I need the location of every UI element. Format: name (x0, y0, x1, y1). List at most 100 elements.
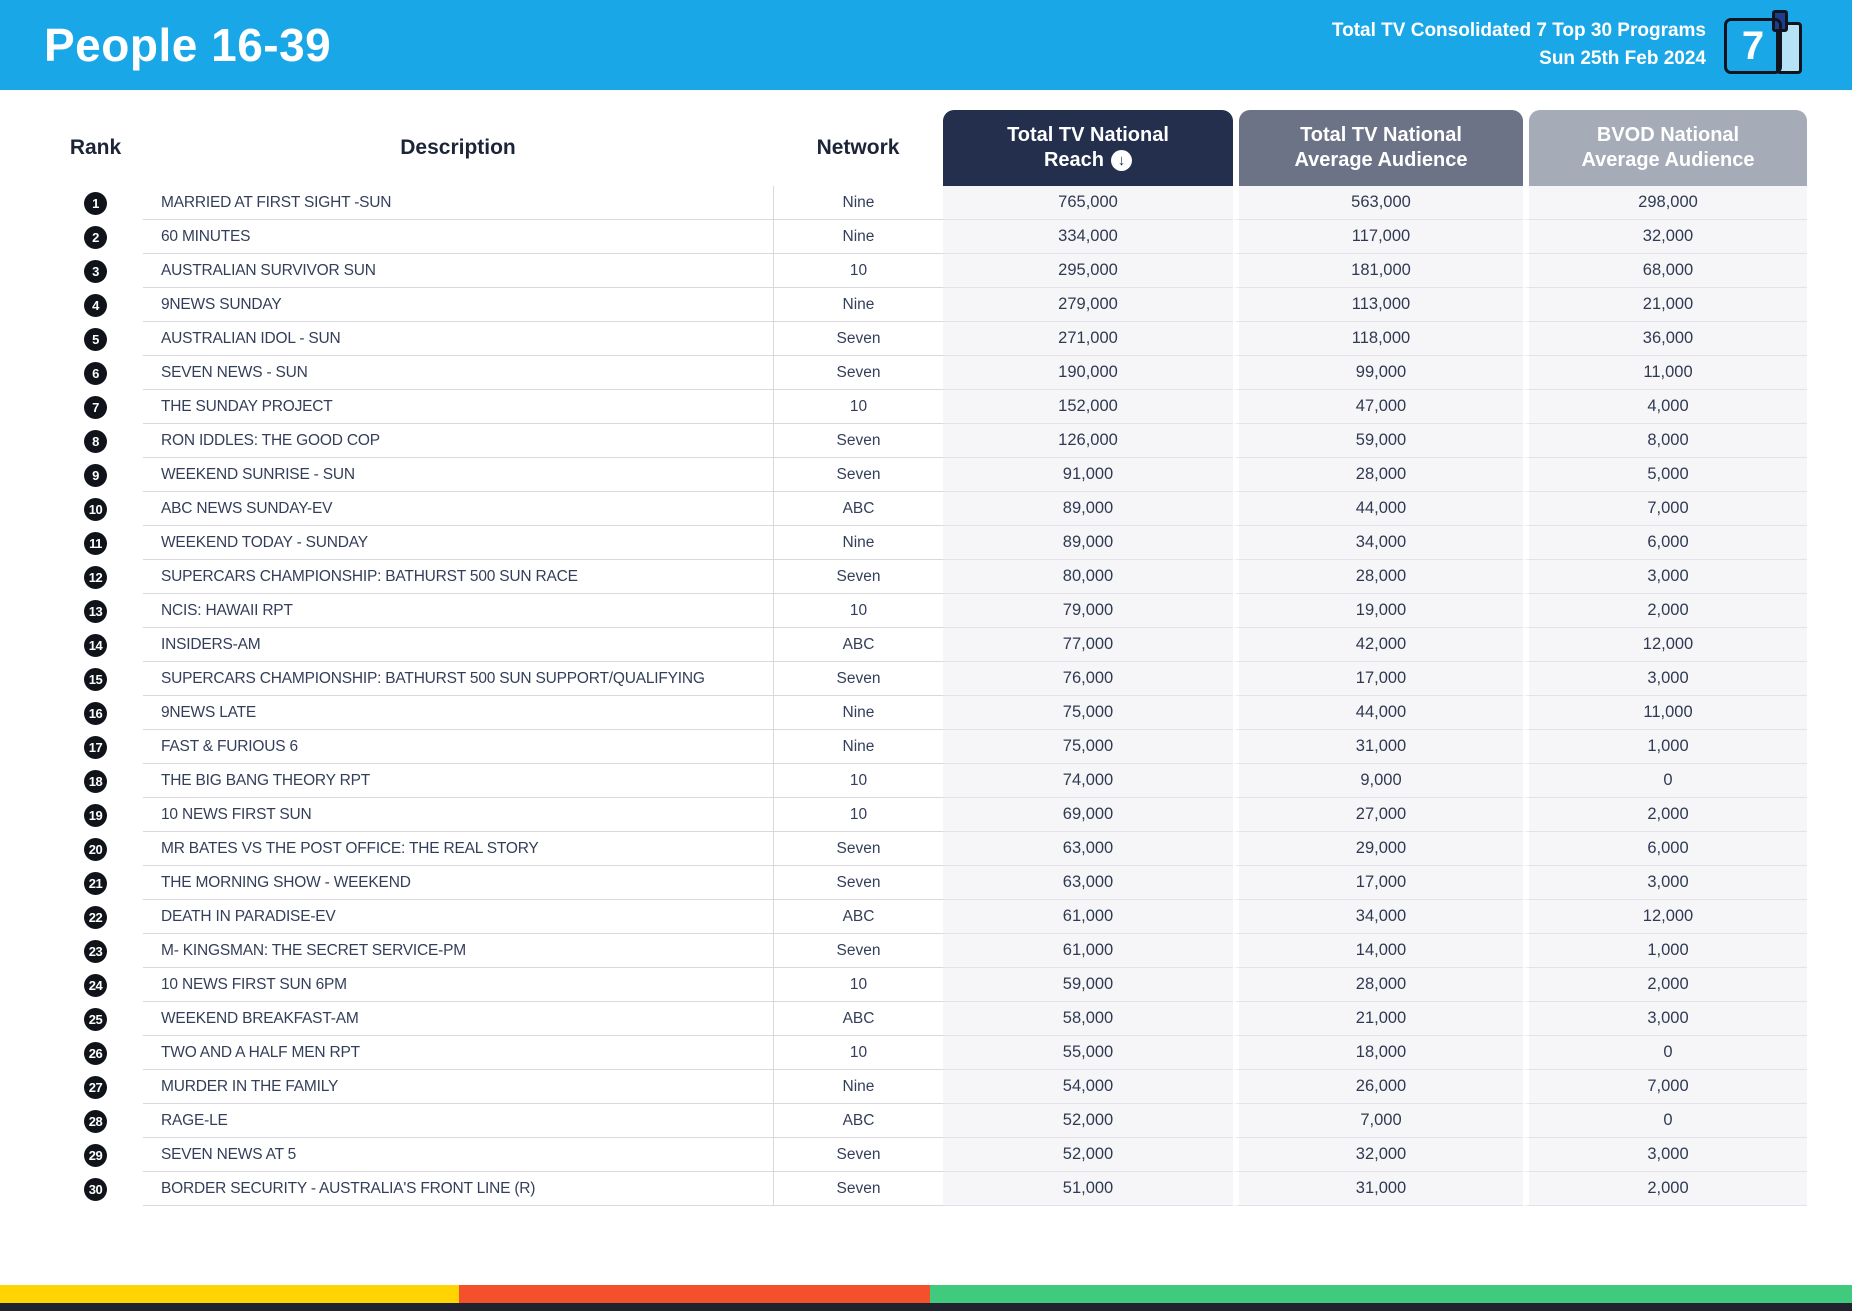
description-cell: SUPERCARS CHAMPIONSHIP: BATHURST 500 SUN… (143, 560, 773, 594)
network-cell: 10 (773, 968, 943, 1002)
network-cell: Seven (773, 458, 943, 492)
avg-audience-value-cell: 17,000 (1233, 866, 1523, 900)
avg-audience-value-cell: 14,000 (1233, 934, 1523, 968)
table-row: 4 9NEWS SUNDAY Nine 279,000 113,000 21,0… (48, 288, 1807, 322)
description-text: MURDER IN THE FAMILY (161, 1078, 339, 1095)
description-text: 9NEWS LATE (161, 704, 257, 721)
rank-cell: 17 (48, 730, 143, 764)
avg-audience-value-cell: 31,000 (1233, 1172, 1523, 1206)
network-cell: Nine (773, 220, 943, 254)
avg-audience-value-cell: 59,000 (1233, 424, 1523, 458)
reach-value-cell: 69,000 (943, 798, 1233, 832)
description-cell: ABC NEWS SUNDAY-EV (143, 492, 773, 526)
table-row: 3 AUSTRALIAN SURVIVOR SUN 10 295,000 181… (48, 254, 1807, 288)
description-text: 10 NEWS FIRST SUN (161, 806, 312, 823)
description-cell: 9NEWS SUNDAY (143, 288, 773, 322)
avg-audience-value-cell: 19,000 (1233, 594, 1523, 628)
reach-value-cell: 76,000 (943, 662, 1233, 696)
avg-audience-column-header[interactable]: Total TV National Average Audience (1239, 110, 1523, 186)
description-cell: FAST & FURIOUS 6 (143, 730, 773, 764)
rank-badge: 28 (84, 1109, 107, 1133)
rank-cell: 15 (48, 662, 143, 696)
description-cell: SUPERCARS CHAMPIONSHIP: BATHURST 500 SUN… (143, 662, 773, 696)
rank-cell: 30 (48, 1172, 143, 1206)
reach-value-cell: 334,000 (943, 220, 1233, 254)
description-cell: AUSTRALIAN IDOL - SUN (143, 322, 773, 356)
description-cell: THE SUNDAY PROJECT (143, 390, 773, 424)
rank-badge: 8 (84, 429, 107, 453)
rank-cell: 1 (48, 186, 143, 220)
reach-value-cell: 271,000 (943, 322, 1233, 356)
description-text: DEATH IN PARADISE-EV (161, 908, 336, 925)
rank-cell: 28 (48, 1104, 143, 1138)
description-text: TWO AND A HALF MEN RPT (161, 1044, 360, 1061)
description-cell: 10 NEWS FIRST SUN (143, 798, 773, 832)
description-text: M- KINGSMAN: THE SECRET SERVICE-PM (161, 942, 466, 959)
network-cell: Nine (773, 288, 943, 322)
description-text: WEEKEND SUNRISE - SUN (161, 466, 355, 483)
rank-badge: 2 (84, 225, 107, 249)
footer-spacer (0, 1206, 1852, 1285)
rank-cell: 25 (48, 1002, 143, 1036)
network-cell: Nine (773, 1070, 943, 1104)
network-cell: 10 (773, 1036, 943, 1070)
sort-descending-icon[interactable]: ↓ (1111, 150, 1133, 172)
bvod-value-cell: 6,000 (1523, 526, 1807, 560)
rank-badge: 22 (84, 905, 107, 929)
table-row: 21 THE MORNING SHOW - WEEKEND Seven 63,0… (48, 866, 1807, 900)
avg-audience-value-cell: 17,000 (1233, 662, 1523, 696)
reach-value-cell: 75,000 (943, 696, 1233, 730)
table-row: 15 SUPERCARS CHAMPIONSHIP: BATHURST 500 … (48, 662, 1807, 696)
avg-audience-value-cell: 99,000 (1233, 356, 1523, 390)
rank-cell: 23 (48, 934, 143, 968)
avg-audience-value-cell: 118,000 (1233, 322, 1523, 356)
rank-badge: 23 (84, 939, 107, 963)
bvod-value-cell: 6,000 (1523, 832, 1807, 866)
rank-cell: 8 (48, 424, 143, 458)
ratings-table: Rank Description Network Total TV Nation… (0, 90, 1852, 1206)
rank-cell: 26 (48, 1036, 143, 1070)
table-row: 25 WEEKEND BREAKFAST-AM ABC 58,000 21,00… (48, 1002, 1807, 1036)
network-cell: ABC (773, 1002, 943, 1036)
footer-color-bar (0, 1285, 1852, 1303)
bvod-value-cell: 7,000 (1523, 492, 1807, 526)
description-text: AUSTRALIAN SURVIVOR SUN (161, 262, 376, 279)
bvod-value-cell: 8,000 (1523, 424, 1807, 458)
network-cell: Seven (773, 866, 943, 900)
reach-value-cell: 79,000 (943, 594, 1233, 628)
page-title: People 16-39 (44, 19, 332, 71)
bvod-value-cell: 3,000 (1523, 1002, 1807, 1036)
description-cell: TWO AND A HALF MEN RPT (143, 1036, 773, 1070)
network-cell: ABC (773, 492, 943, 526)
seven-tv-device-logo: 7 (1724, 10, 1808, 80)
avg-audience-value-cell: 563,000 (1233, 186, 1523, 220)
reach-value-cell: 54,000 (943, 1070, 1233, 1104)
bvod-value-cell: 11,000 (1523, 696, 1807, 730)
reach-value-cell: 91,000 (943, 458, 1233, 492)
description-text: WEEKEND BREAKFAST-AM (161, 1010, 359, 1027)
description-cell: BORDER SECURITY - AUSTRALIA'S FRONT LINE… (143, 1172, 773, 1206)
bvod-value-cell: 12,000 (1523, 900, 1807, 934)
description-text: ABC NEWS SUNDAY-EV (161, 500, 333, 517)
banner: People 16-39 Total TV Consolidated 7 Top… (0, 0, 1852, 90)
avg-header-line1: Total TV National (1300, 123, 1462, 146)
table-row: 23 M- KINGSMAN: THE SECRET SERVICE-PM Se… (48, 934, 1807, 968)
description-text: 10 NEWS FIRST SUN 6PM (161, 976, 347, 993)
bvod-value-cell: 0 (1523, 764, 1807, 798)
reach-column-header[interactable]: Total TV National Reach ↓ (943, 110, 1233, 186)
table-row: 30 BORDER SECURITY - AUSTRALIA'S FRONT L… (48, 1172, 1807, 1206)
rank-cell: 5 (48, 322, 143, 356)
rank-cell: 10 (48, 492, 143, 526)
reach-value-cell: 74,000 (943, 764, 1233, 798)
network-cell: Seven (773, 322, 943, 356)
rank-cell: 11 (48, 526, 143, 560)
bvod-column-header[interactable]: BVOD National Average Audience (1529, 110, 1807, 186)
rank-badge: 19 (84, 803, 107, 827)
network-cell: Seven (773, 356, 943, 390)
reach-value-cell: 80,000 (943, 560, 1233, 594)
avg-audience-value-cell: 31,000 (1233, 730, 1523, 764)
network-cell: Seven (773, 934, 943, 968)
rank-cell: 27 (48, 1070, 143, 1104)
report-date: Sun 25th Feb 2024 (1539, 48, 1706, 69)
avg-audience-value-cell: 27,000 (1233, 798, 1523, 832)
